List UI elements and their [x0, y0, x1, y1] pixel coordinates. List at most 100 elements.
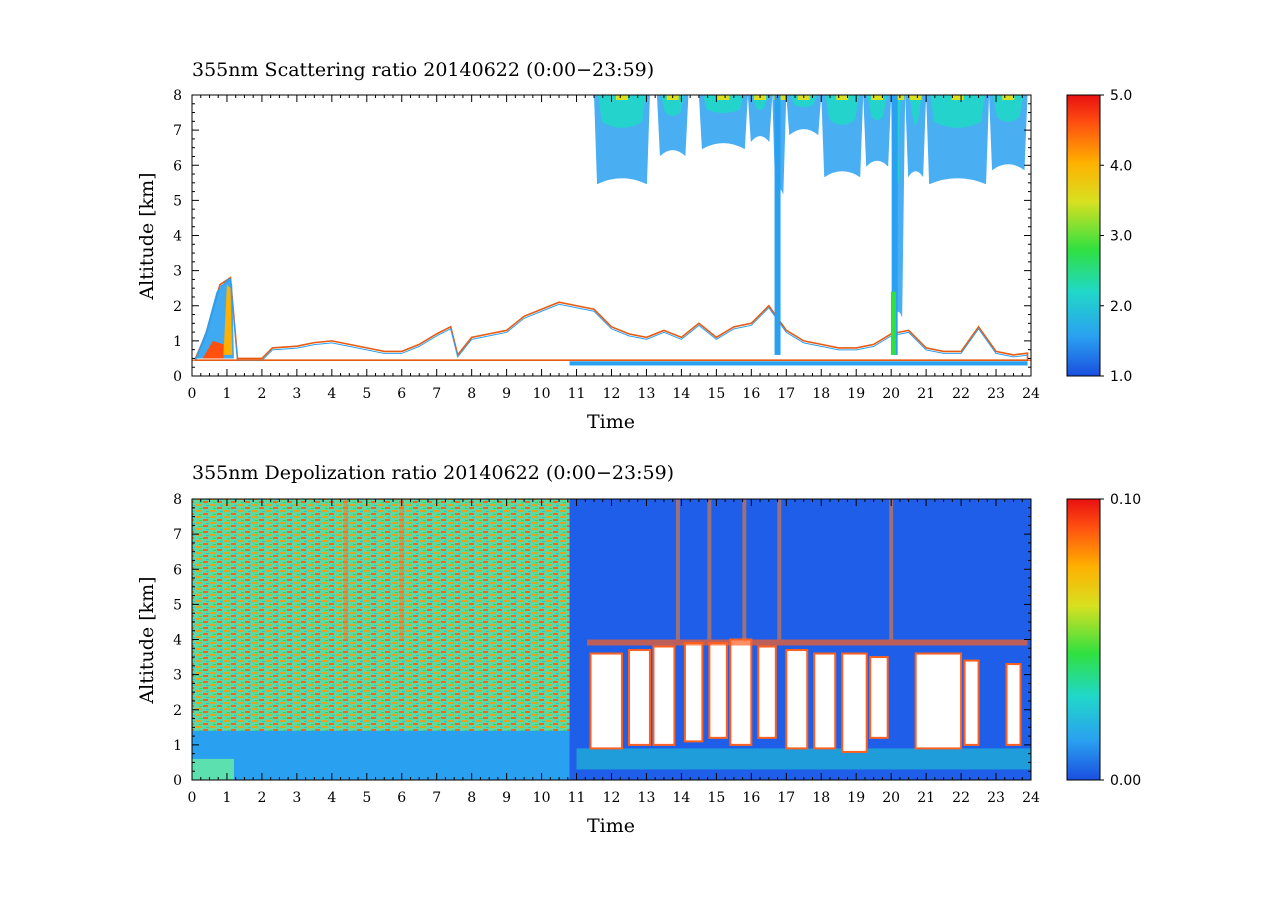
no-data-block [627, 649, 651, 746]
chart2-x-ticks: 0 1 2 3 4 5 6 7 8 9 10 11 12 13 14 15 16 17 18 19 20 21 22 23 24 [188, 499, 1040, 806]
x-tick-label: 7 [432, 386, 441, 402]
x-tick-label: 6 [397, 790, 406, 806]
x-tick-label: 23 [987, 386, 1005, 402]
chart1-y-ticks: 0 1 2 3 4 5 6 7 8 [173, 88, 1031, 385]
x-tick-label: 12 [603, 386, 621, 402]
x-tick-label: 13 [638, 790, 656, 806]
no-data-block [708, 642, 728, 739]
x-tick-label: 11 [568, 386, 586, 402]
vertical-streak [399, 499, 404, 640]
aerosol-plume-core [223, 284, 233, 355]
x-tick-label: 20 [882, 386, 900, 402]
y-tick-label: 0 [173, 369, 182, 385]
y-tick-label: 4 [173, 229, 182, 245]
x-tick-label: 5 [362, 790, 371, 806]
y-tick-label: 6 [173, 158, 182, 174]
no-data-block [963, 659, 980, 746]
x-tick-label: 2 [257, 790, 266, 806]
no-data-block [729, 638, 753, 746]
cirrus-cloud-top [717, 95, 730, 100]
vertical-streak [707, 499, 712, 640]
vertical-streak [343, 499, 348, 640]
x-tick-label: 0 [188, 386, 197, 402]
x-tick-label: 23 [987, 790, 1005, 806]
cirrus-cloud-top [892, 95, 905, 100]
cirrus-cloud-core [825, 95, 860, 125]
noisy-region [192, 499, 570, 738]
x-tick-label: 18 [812, 386, 830, 402]
y-tick-label: 6 [173, 562, 182, 578]
chart2-title: 355nm Depolization ratio 20140622 (0:00−… [192, 462, 674, 484]
boundary-layer-contour [194, 276, 1029, 361]
no-data-block [841, 652, 868, 753]
cirrus-cloud-top [909, 95, 922, 100]
vertical-streak [675, 499, 680, 640]
cirrus-cloud-core [993, 95, 1024, 122]
x-tick-label: 2 [257, 386, 266, 402]
no-data-block [589, 652, 623, 750]
x-tick-label: 21 [917, 790, 935, 806]
x-tick-label: 24 [1022, 386, 1040, 402]
precipitation-core [890, 291, 896, 355]
colorbar-tick-label: 0.00 [1110, 773, 1141, 789]
x-tick-label: 19 [847, 790, 865, 806]
x-tick-label: 22 [952, 790, 970, 806]
y-tick-label: 5 [173, 597, 182, 613]
surface-layer [569, 361, 1028, 366]
x-tick-label: 12 [603, 790, 621, 806]
x-tick-label: 13 [638, 386, 656, 402]
cirrus-cloud-core [702, 95, 744, 113]
no-data-block [757, 645, 777, 739]
x-tick-label: 14 [673, 386, 691, 402]
x-tick-label: 4 [327, 386, 336, 402]
cirrus-cloud-core [660, 95, 685, 116]
vertical-streak [742, 499, 747, 640]
x-tick-label: 24 [1022, 790, 1040, 806]
y-tick-label: 1 [173, 738, 182, 754]
colorbar-tick-label: 5.0 [1110, 88, 1132, 104]
chart2-colorbar [1066, 498, 1101, 781]
colorbar-tick-label: 0.10 [1110, 492, 1141, 508]
x-tick-label: 22 [952, 386, 970, 402]
aerosol-band [576, 748, 1031, 770]
cirrus-cloud-top [615, 95, 628, 100]
chart2-y-ticks: 0 1 2 3 4 5 6 7 8 [173, 492, 1031, 789]
y-tick-label: 0 [173, 773, 182, 789]
no-data-block [813, 652, 837, 750]
x-tick-label: 0 [188, 790, 197, 806]
x-tick-label: 20 [882, 790, 900, 806]
cirrus-cloud-top [1002, 95, 1015, 100]
cirrus-cloud-top [951, 95, 964, 100]
cirrus-cloud [905, 95, 927, 178]
cirrus-cloud-core [598, 95, 646, 128]
x-tick-label: 4 [327, 790, 336, 806]
colorbar-tick-label: 2.0 [1110, 299, 1132, 315]
x-tick-label: 9 [502, 386, 511, 402]
y-tick-label: 3 [173, 668, 182, 684]
x-tick-label: 21 [917, 386, 935, 402]
x-tick-label: 15 [707, 790, 725, 806]
no-data-block [785, 649, 809, 750]
x-tick-label: 6 [397, 386, 406, 402]
no-data-block [1005, 663, 1022, 746]
x-tick-label: 3 [292, 386, 301, 402]
x-tick-label: 9 [502, 790, 511, 806]
depolarization-ratio-panel: 355nm Depolization ratio 20140622 (0:00−… [136, 462, 1141, 837]
chart2-plot-area [192, 499, 1031, 780]
y-tick-label: 5 [173, 193, 182, 209]
cirrus-cloud-top [871, 95, 884, 100]
cloud-top-band [587, 639, 1028, 646]
y-tick-label: 7 [173, 123, 182, 139]
aerosol-plume-base [202, 340, 224, 359]
chart1-plot-area [192, 95, 1031, 366]
chart2-y-label: Altitude [km] [136, 576, 158, 704]
x-tick-label: 18 [812, 790, 830, 806]
chart1-x-label: Time [587, 411, 635, 433]
cirrus-cloud-top [836, 95, 849, 100]
lower-layer [192, 730, 570, 780]
chart1-colorbar [1066, 94, 1101, 377]
chart1-colorbar-ticks: 1.0 2.0 3.0 4.0 5.0 [1100, 88, 1132, 385]
y-tick-label: 2 [173, 299, 182, 315]
x-tick-label: 1 [222, 790, 231, 806]
chart1-title: 355nm Scattering ratio 20140622 (0:00−23… [192, 59, 654, 81]
